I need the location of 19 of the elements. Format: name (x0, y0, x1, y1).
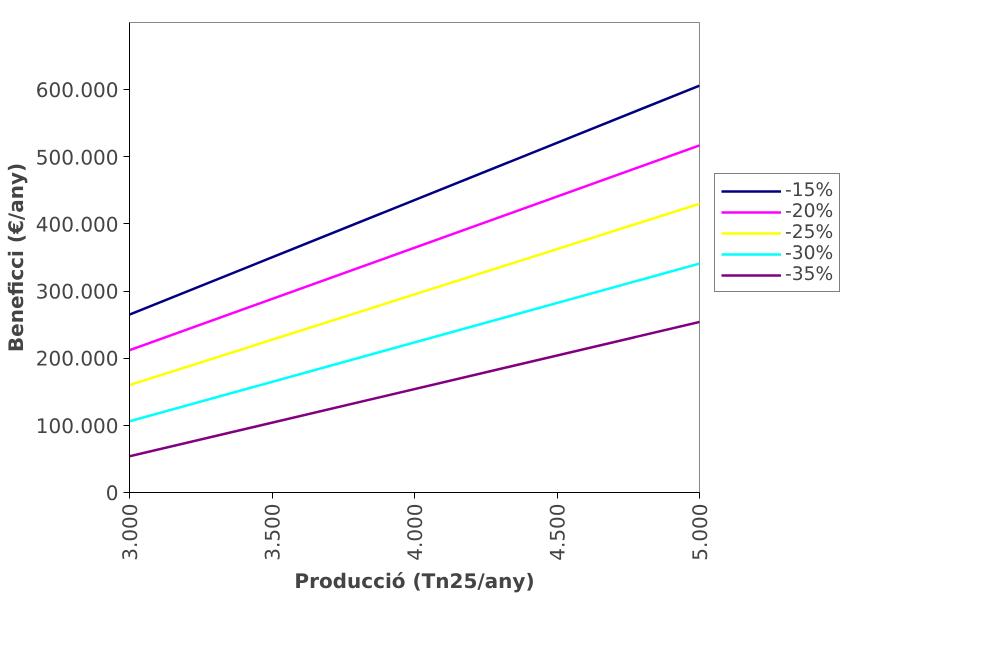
y-tick-label: 200.000 (36, 346, 119, 371)
y-tick-label: 500.000 (36, 145, 119, 170)
y-tick-label: 300.000 (36, 280, 119, 304)
legend-label: -35% (785, 264, 834, 285)
x-tick-label: 5.000 (688, 503, 712, 561)
y-tick-label: 400.000 (36, 212, 119, 236)
x-tick-label: 3.000 (118, 503, 142, 561)
legend-label: -30% (785, 243, 834, 264)
y-tick-label: 0 (106, 481, 119, 505)
y-tick-label: 100.000 (36, 414, 119, 438)
legend-label: -20% (785, 201, 834, 222)
y-tick-label: 600.000 (36, 78, 119, 102)
legend-label: -25% (785, 222, 834, 243)
x-tick-label: 4.000 (403, 503, 427, 561)
x-axis-title: Producció (Tn25/any) (294, 568, 535, 593)
x-tick-label: 4.500 (546, 503, 570, 561)
legend-label: -15% (785, 180, 834, 201)
y-axis-title: Beneficci (€/any) (4, 162, 28, 352)
x-tick-label: 3.500 (260, 503, 284, 561)
